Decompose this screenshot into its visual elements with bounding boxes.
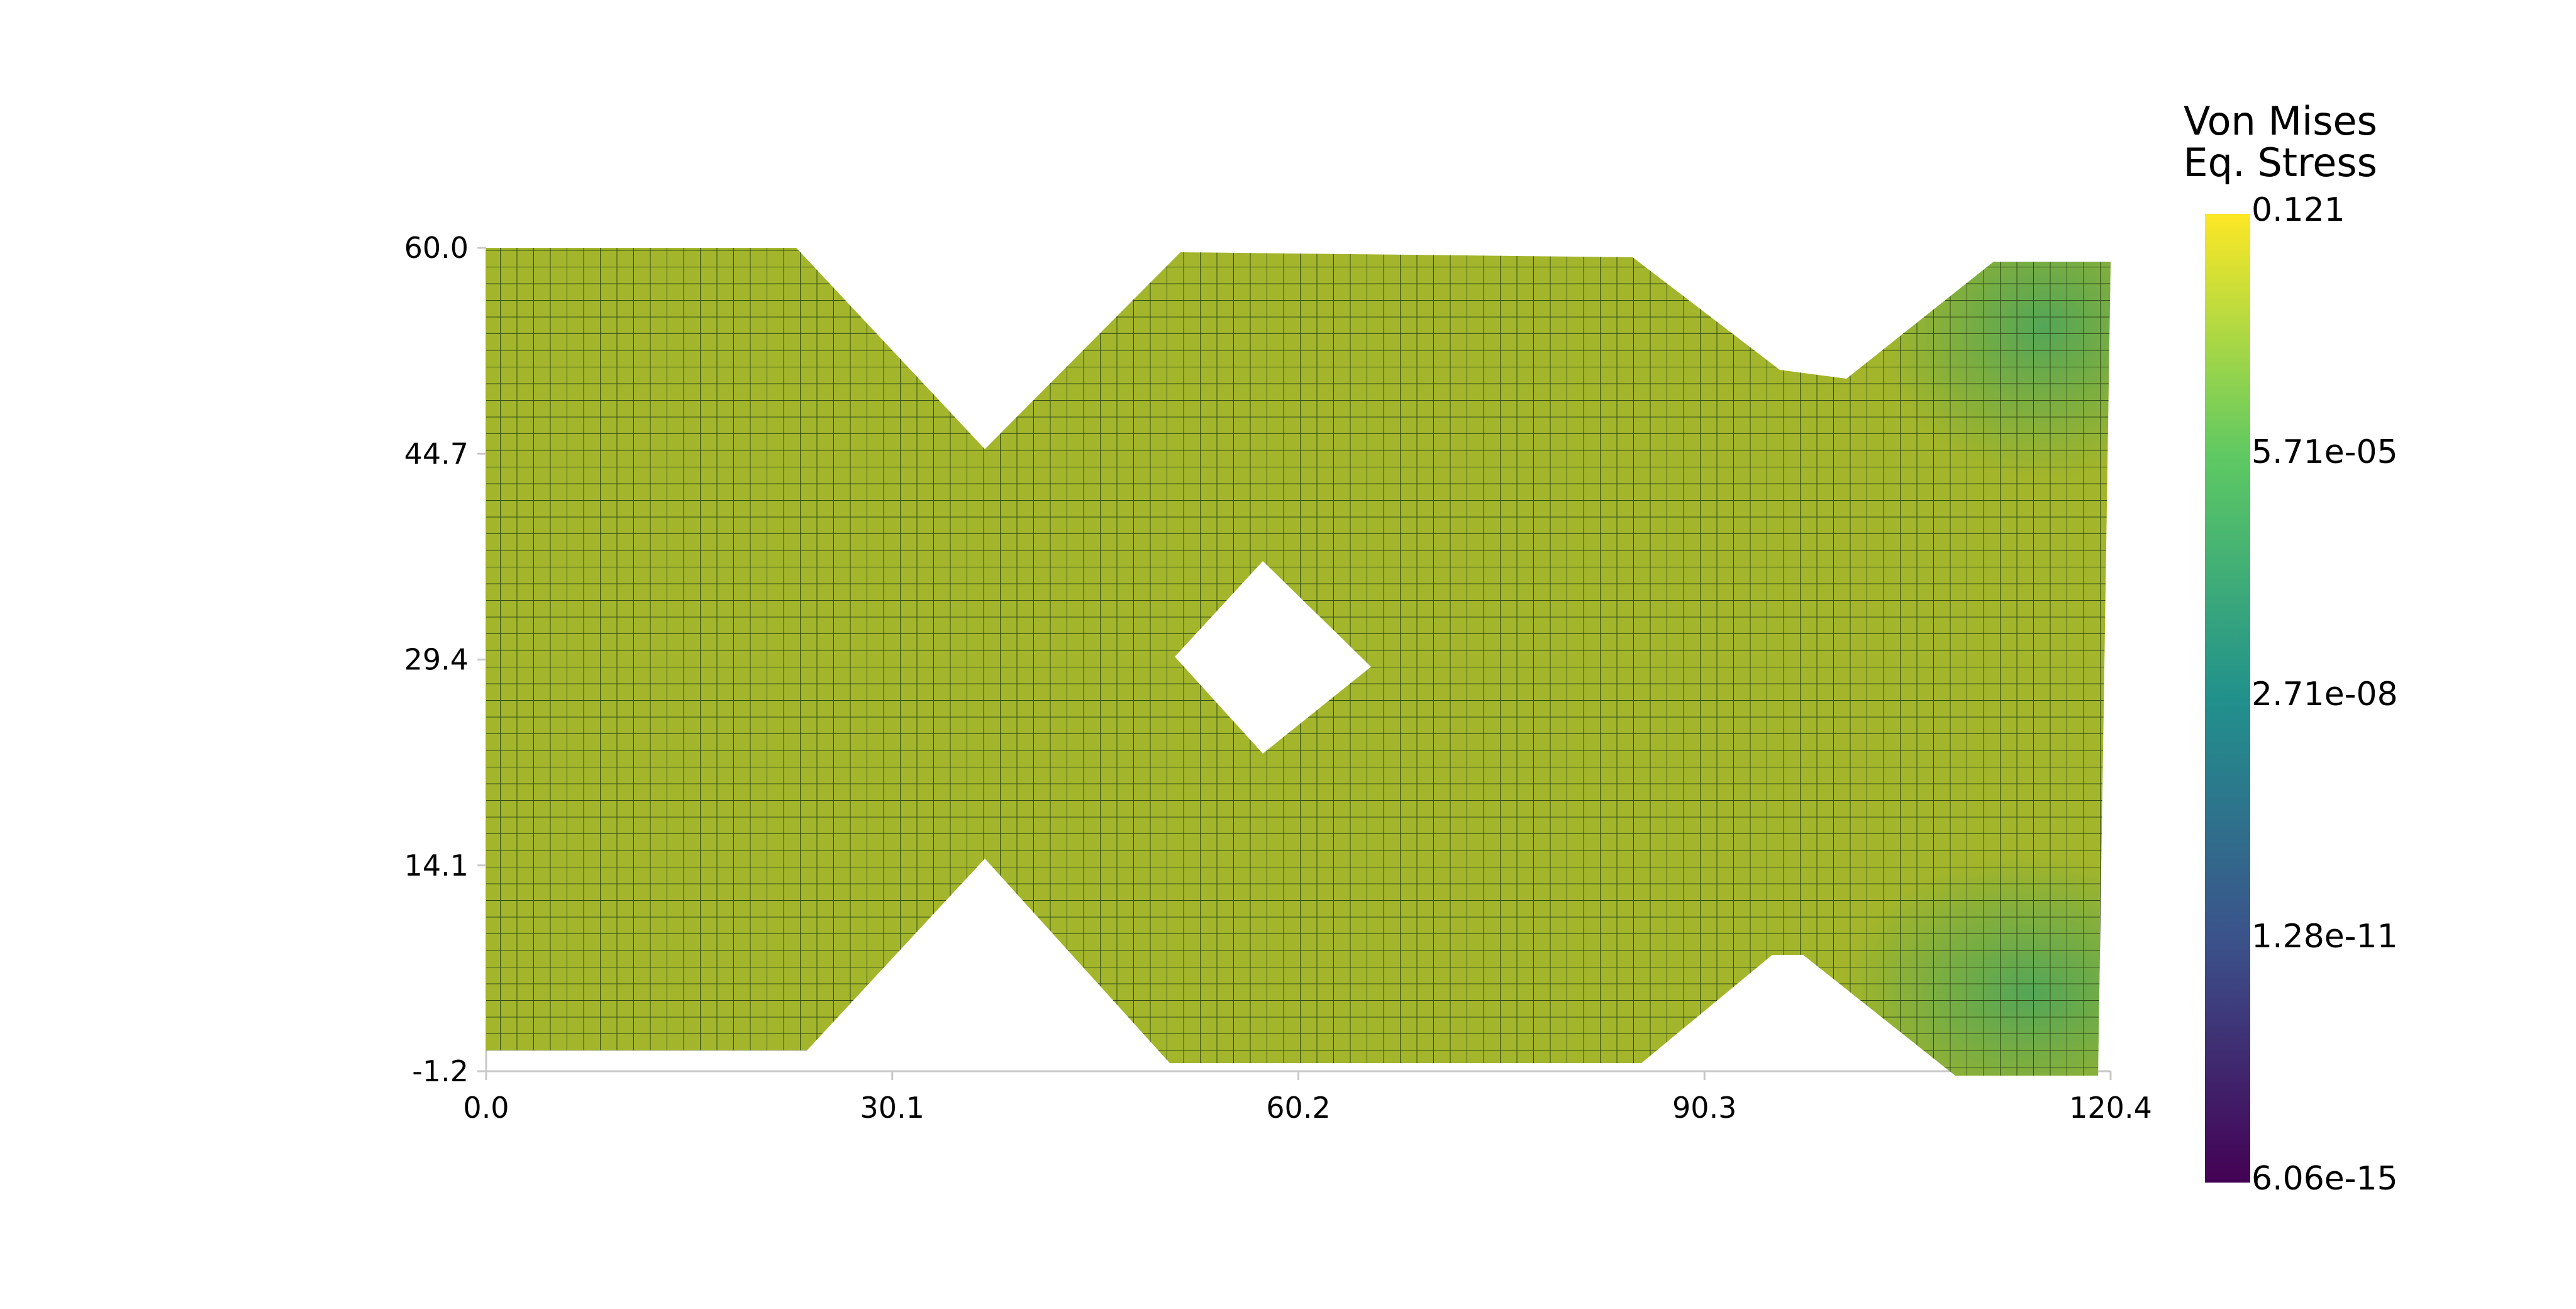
colorbar-title-line1: Von Mises (2183, 98, 2377, 144)
y-tick-label: -1.2 (412, 1054, 469, 1088)
colorbar-label-min: 6.06e-15 (2251, 1160, 2398, 1198)
y-ticks: 60.0 44.7 29.4 14.1 -1.2 (404, 231, 486, 1088)
colorbar-label-4: 1.28e-11 (2251, 918, 2398, 955)
colorbar-title-line2: Eq. Stress (2183, 140, 2378, 186)
colorbar-title: Von Mises Eq. Stress (2050, 98, 2378, 186)
y-tick-label: 44.7 (404, 437, 469, 471)
colorbar-label-max: 0.121 (2251, 191, 2345, 229)
y-tick-label: 14.1 (404, 849, 469, 883)
y-tick-label: 60.0 (404, 231, 469, 265)
x-tick-label: 90.3 (1672, 1091, 1736, 1125)
colorbar (2205, 214, 2250, 1183)
y-tick-label: 29.4 (404, 643, 469, 677)
x-ticks: 0.0 30.1 60.2 90.3 120.4 (463, 1071, 2152, 1125)
center-hole (1175, 561, 1371, 754)
x-tick-label: 30.1 (860, 1091, 924, 1125)
x-tick-label: 120.4 (2069, 1091, 2152, 1125)
stress-field (486, 248, 2111, 1076)
x-tick-label: 60.2 (1266, 1091, 1330, 1125)
colorbar-label-3: 2.71e-08 (2251, 676, 2398, 713)
x-tick-label: 0.0 (463, 1091, 509, 1125)
colorbar-label-2: 5.71e-05 (2251, 433, 2398, 471)
